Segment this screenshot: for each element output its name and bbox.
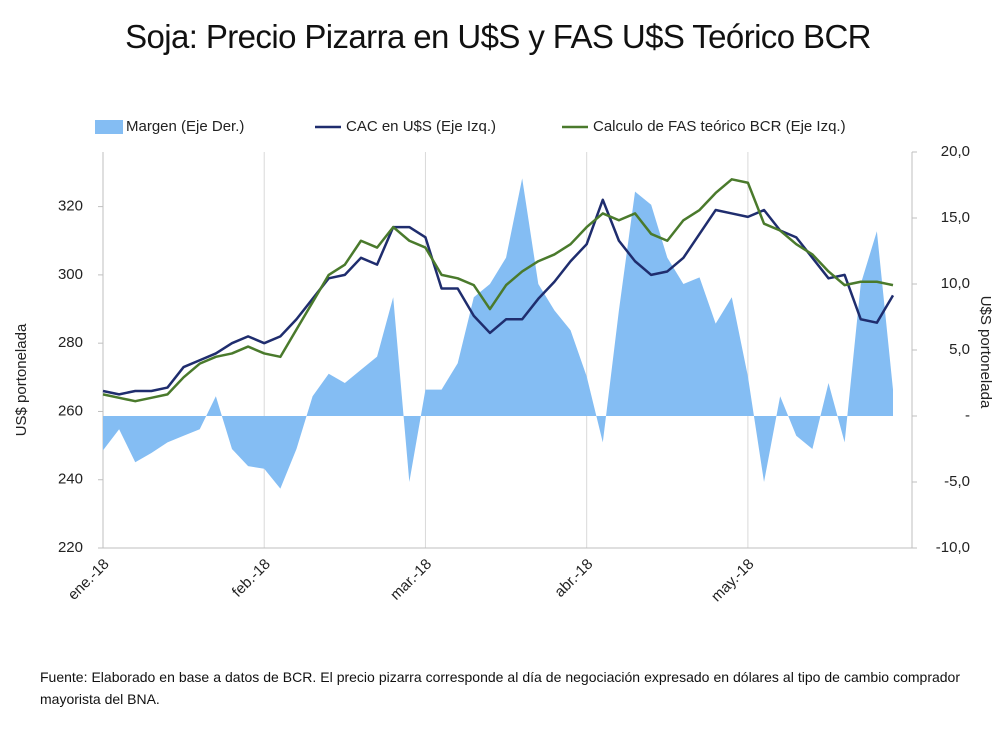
y-tick-label: 240 [58, 471, 83, 488]
y-tick-label: 280 [58, 334, 83, 351]
x-tick-label: mar.-18 [387, 556, 435, 604]
x-tick-label: ene.-18 [65, 556, 113, 604]
y-tick-label: 260 [58, 402, 83, 419]
legend-label: Margen (Eje Der.) [126, 118, 244, 135]
y-tick-label: 220 [58, 539, 83, 556]
y2-axis-label: U$S portonelada [977, 296, 994, 409]
legend-label: Calculo de FAS teórico BCR (Eje Izq.) [593, 118, 846, 135]
y-tick-label: 300 [58, 266, 83, 283]
legend-label: CAC en U$S (Eje Izq.) [346, 118, 496, 135]
footnote: Fuente: Elaborado en base a datos de BCR… [40, 669, 960, 707]
x-tick-label: may.-18 [708, 556, 758, 606]
y2-tick-label: -10,0 [936, 539, 970, 556]
y2-tick-label: - [965, 407, 970, 424]
y2-tick-label: -5,0 [944, 473, 970, 490]
y2-tick-label: 15,0 [941, 209, 970, 226]
price-line [102, 178, 894, 403]
y2-tick-label: 5,0 [949, 341, 970, 358]
margin-area [103, 178, 893, 489]
legend-swatch [95, 120, 123, 134]
x-tick-label: abr.-18 [551, 556, 596, 601]
y2-tick-label: 10,0 [941, 275, 970, 292]
price-line [102, 198, 895, 396]
y-axis-label: US$ portonelada [13, 323, 30, 436]
x-tick-label: feb.-18 [229, 556, 274, 601]
chart-title: Soja: Precio Pizarra en U$S y FAS U$S Te… [125, 18, 871, 55]
y2-tick-label: 20,0 [941, 143, 970, 160]
y-tick-label: 320 [58, 198, 83, 215]
